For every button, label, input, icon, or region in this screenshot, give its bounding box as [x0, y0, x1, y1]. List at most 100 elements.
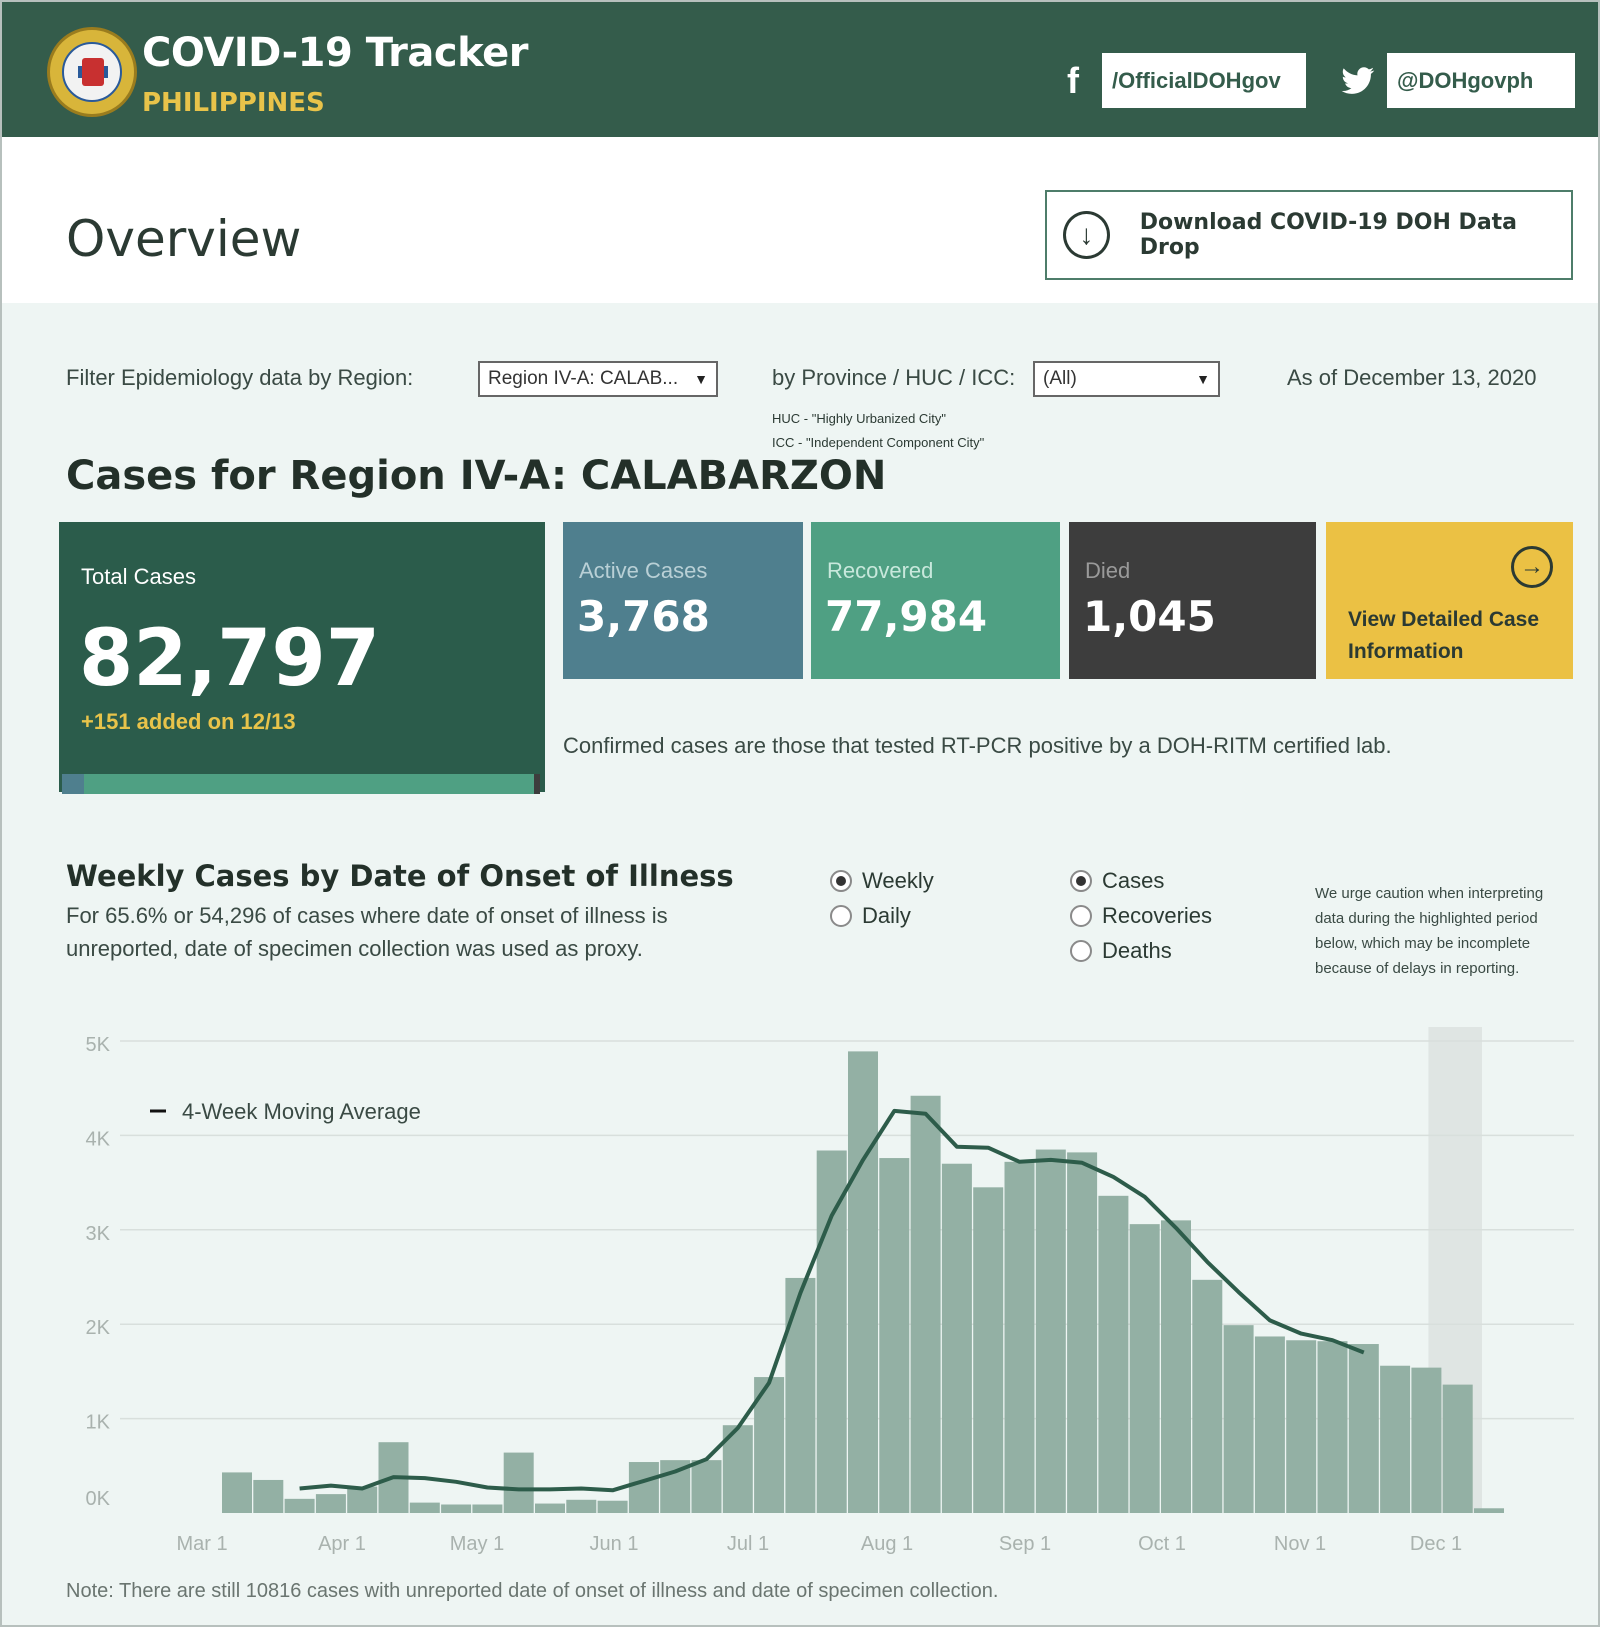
bar-week	[973, 1187, 1004, 1513]
bar-week	[1254, 1336, 1285, 1513]
download-label: Download COVID-19 DOH Data Drop	[1139, 210, 1518, 260]
radio-cases[interactable]: Cases	[1070, 868, 1164, 894]
active-cases-label: Active Cases	[579, 558, 708, 583]
x-tick-label: Jul 1	[727, 1533, 769, 1555]
twitter-link[interactable]: @DOHgovph	[1327, 51, 1577, 110]
bar-week	[879, 1158, 910, 1513]
x-tick-label: May 1	[450, 1533, 504, 1555]
app-header: COVID-19 Tracker PHILIPPINES f /Official…	[2, 2, 1598, 137]
bar-week	[1474, 1508, 1504, 1513]
chevron-down-icon: ▼	[1196, 371, 1210, 387]
radio-weekly[interactable]: Weekly	[830, 868, 934, 894]
bar-week	[785, 1277, 816, 1513]
radio-daily[interactable]: Daily	[830, 903, 911, 929]
died-card: Died 1,045	[1069, 522, 1316, 679]
radio-recoveries-label: Recoveries	[1102, 903, 1213, 928]
bar-week	[1004, 1161, 1035, 1513]
bar-week	[1317, 1341, 1348, 1513]
radio-daily-label: Daily	[862, 903, 911, 928]
bar-week	[1067, 1152, 1098, 1513]
bar-week	[1098, 1195, 1129, 1513]
recovered-label: Recovered	[827, 558, 934, 583]
bar-week	[848, 1051, 878, 1513]
radio-cases-indicator	[1070, 870, 1092, 892]
arrow-right-icon: →	[1511, 546, 1553, 588]
x-tick-label: Mar 1	[176, 1533, 227, 1555]
bar-week	[222, 1472, 252, 1513]
recovered-value: 77,984	[825, 592, 988, 641]
bar-week	[535, 1503, 565, 1513]
province-filter-label: by Province / HUC / ICC:	[772, 365, 1016, 390]
total-cases-card: Total Cases 82,797 +151 added on 12/13	[59, 522, 545, 794]
y-tick-label: 5K	[86, 1034, 111, 1056]
bar-week	[1192, 1279, 1223, 1513]
facebook-icon: f	[1044, 51, 1102, 110]
bar-week	[597, 1500, 628, 1513]
x-tick-label: Sep 1	[999, 1533, 1051, 1555]
x-tick-label: Aug 1	[861, 1533, 913, 1555]
y-tick-label: 4K	[86, 1128, 111, 1150]
weekly-chart-subtitle: For 65.6% or 54,296 of cases where date …	[66, 903, 668, 961]
radio-weekly-label: Weekly	[862, 868, 934, 893]
facebook-link[interactable]: f /OfficialDOHgov	[1042, 51, 1308, 110]
moving-average-line	[299, 1108, 1365, 1493]
facebook-label: /OfficialDOHgov	[1112, 67, 1281, 93]
radio-deaths-label: Deaths	[1102, 938, 1172, 963]
bar-week	[503, 1452, 534, 1513]
bar-week	[1411, 1367, 1442, 1513]
view-case-info-label: View Detailed Case Information	[1348, 608, 1540, 663]
x-tick-label: Jun 1	[590, 1533, 639, 1555]
radio-daily-indicator	[830, 905, 852, 927]
x-tick-label: Oct 1	[1138, 1533, 1186, 1555]
radio-deaths[interactable]: Deaths	[1070, 938, 1172, 964]
weekly-cases-chart: 0K 1K 2K 3K 4K 5K 4-Week Moving Average Mar 1 Ap…	[86, 1027, 1574, 1555]
y-tick-label: 3K	[86, 1223, 111, 1245]
radio-deaths-indicator	[1070, 940, 1092, 962]
bar-week	[1223, 1325, 1254, 1513]
case-breakdown-bar	[62, 774, 540, 794]
bar-week	[409, 1502, 440, 1513]
bar-week	[1442, 1384, 1473, 1513]
region-dropdown[interactable]: Region IV-A: CALAB... ▼	[478, 361, 718, 397]
died-value: 1,045	[1083, 592, 1216, 641]
bar-week	[253, 1479, 284, 1513]
weekly-chart-title: Weekly Cases by Date of Onset of Illness	[66, 859, 734, 893]
active-segment	[62, 774, 84, 794]
download-data-button[interactable]: ↓ Download COVID-19 DOH Data Drop	[1045, 190, 1573, 280]
province-dropdown[interactable]: (All) ▼	[1033, 361, 1220, 397]
bar-week	[284, 1498, 315, 1513]
bar-week	[1129, 1224, 1160, 1513]
confirmed-note: Confirmed cases are those that tested RT…	[563, 733, 1392, 758]
bar-week	[347, 1486, 378, 1513]
view-case-info-button[interactable]: → View Detailed Case Information	[1326, 522, 1573, 679]
radio-recoveries-indicator	[1070, 905, 1092, 927]
died-label: Died	[1085, 558, 1131, 583]
icc-note: ICC - "Independent Component City"	[772, 435, 985, 450]
x-tick-label: Dec 1	[1410, 1533, 1462, 1555]
y-tick-label: 2K	[86, 1317, 111, 1339]
died-segment	[533, 774, 540, 794]
active-cases-value: 3,768	[577, 592, 710, 641]
app-subtitle: PHILIPPINES	[142, 88, 325, 118]
y-tick-label: 0K	[86, 1488, 111, 1510]
doh-seal-logo	[47, 27, 137, 117]
bar-week	[941, 1163, 972, 1513]
bar-week	[441, 1504, 472, 1513]
recovered-card: Recovered 77,984	[811, 522, 1060, 679]
cases-title: Cases for Region IV-A: CALABARZON	[66, 453, 887, 499]
bar-week	[691, 1460, 722, 1513]
chevron-down-icon: ▼	[694, 371, 708, 387]
x-tick-label: Nov 1	[1274, 1533, 1326, 1555]
bar-week	[472, 1504, 503, 1513]
province-dropdown-value: (All)	[1043, 368, 1077, 389]
x-tick-label: Apr 1	[318, 1533, 366, 1555]
radio-recoveries[interactable]: Recoveries	[1070, 903, 1212, 929]
bar-week	[1161, 1220, 1191, 1513]
active-cases-card: Active Cases 3,768	[563, 522, 803, 679]
total-cases-value: 82,797	[79, 614, 380, 704]
app-title: COVID-19 Tracker	[142, 30, 528, 76]
twitter-icon	[1329, 51, 1387, 110]
radio-cases-label: Cases	[1102, 868, 1165, 893]
page-title: Overview	[66, 210, 302, 268]
